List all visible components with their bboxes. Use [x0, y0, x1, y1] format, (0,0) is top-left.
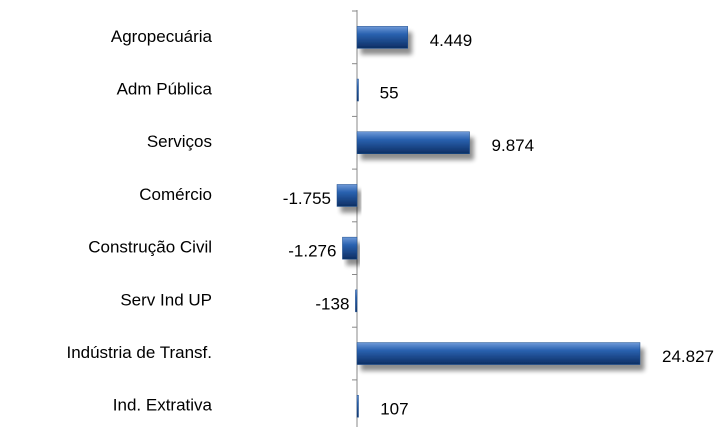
bar	[342, 236, 358, 260]
category-label: Ind. Extrativa	[113, 396, 213, 415]
category-label: Agropecuária	[111, 27, 213, 46]
value-label: 9.874	[492, 136, 535, 155]
category-label: Construção Civil	[88, 238, 212, 257]
category-label: Comércio	[139, 185, 212, 204]
value-label: -138	[315, 294, 349, 313]
value-label: -1.755	[283, 189, 331, 208]
category-label: Indústria de Transf.	[66, 343, 212, 362]
bar	[356, 78, 359, 102]
category-label: Serv Ind UP	[120, 290, 212, 309]
value-label: 24.827	[662, 347, 714, 366]
value-label: 107	[380, 400, 408, 419]
bar	[356, 131, 470, 154]
bar	[336, 184, 358, 207]
category-label: Serviços	[147, 132, 212, 151]
bar	[356, 342, 641, 365]
category-label: Adm Pública	[117, 80, 213, 99]
bar	[356, 395, 359, 418]
value-label: 55	[380, 84, 399, 103]
bar	[355, 289, 358, 313]
value-label: -1.276	[288, 242, 336, 261]
value-label: 4.449	[430, 31, 473, 50]
bar	[356, 26, 408, 49]
